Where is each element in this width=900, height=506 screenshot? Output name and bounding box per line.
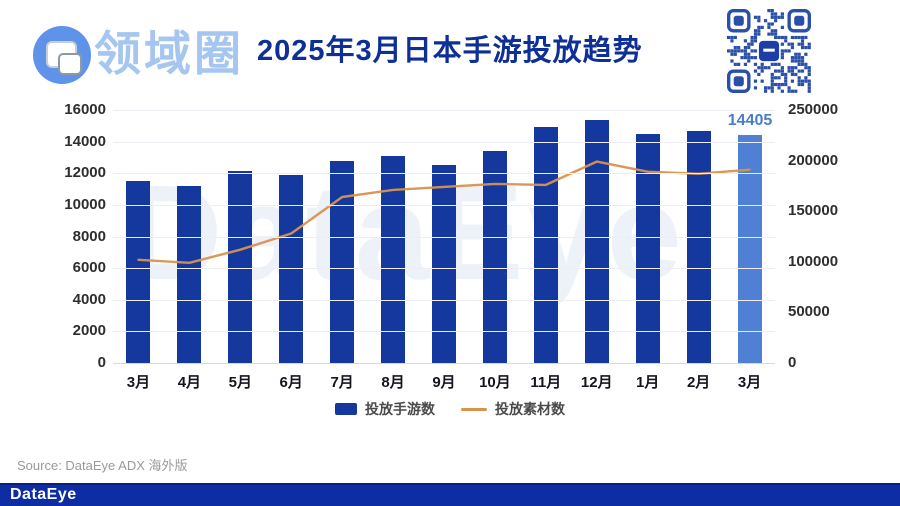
chart-bar-7月 <box>330 160 355 363</box>
y-axis-left-tick: 14000 <box>64 132 106 150</box>
y-axis-right-tick: 250000 <box>788 101 839 118</box>
highlight-value-label: 14405 <box>727 112 773 130</box>
x-axis-label: 11月 <box>530 374 562 391</box>
x-axis-label: 8月 <box>381 374 405 391</box>
legend-label-line: 投放素材数 <box>495 401 565 417</box>
chart-bar-3月 <box>737 135 762 363</box>
gridline <box>113 299 775 301</box>
gridline <box>113 141 775 143</box>
brand-logo-square-overlay-icon <box>58 53 82 75</box>
x-axis-label: 2月 <box>686 374 711 391</box>
x-axis-label: 6月 <box>279 374 303 391</box>
legend-item-line: 投放素材数 <box>461 399 565 419</box>
gridline <box>113 110 775 111</box>
y-axis-left-tick: 12000 <box>64 164 106 182</box>
trend-chart: DataEye 0 2000 4000 6000 8000 10000 12000 14000… <box>0 101 900 391</box>
x-axis-label: 3月 <box>737 374 762 391</box>
source-note: Source: DataEye ADX 海外版 <box>17 458 188 473</box>
y-axis-left-tick: 8000 <box>72 227 106 245</box>
chart-bar-11月 <box>533 126 558 363</box>
qr-code-icon <box>727 9 811 93</box>
line-swatch-icon <box>461 407 487 411</box>
gridline <box>113 204 775 206</box>
x-axis-label: 3月 <box>126 374 151 391</box>
plot-area: 14405 <box>113 110 775 364</box>
y-axis-right-tick: 150000 <box>788 202 839 220</box>
y-axis-right-tick: 50000 <box>788 303 830 321</box>
legend-label-bar: 投放手游数 <box>365 401 435 417</box>
y-axis-left-tick: 2000 <box>72 322 106 340</box>
x-axis-label: 12月 <box>580 374 613 391</box>
x-axis-label: 10月 <box>479 374 511 391</box>
footer-brand: DataEye <box>10 486 77 503</box>
x-axis-label: 5月 <box>228 374 252 391</box>
chart-legend: 投放手游数 投放素材数 <box>0 399 900 419</box>
gridline <box>113 173 775 175</box>
brand-logo-icon <box>33 26 91 84</box>
x-axis-label: 1月 <box>636 374 660 391</box>
chart-bar-5月 <box>228 170 253 363</box>
chart-bar-4月 <box>177 185 202 363</box>
chart-bar-3月 <box>126 181 151 363</box>
chart-bar-10月 <box>482 151 507 363</box>
y-axis-right-tick: 0 <box>788 354 797 371</box>
x-axis-label: 7月 <box>330 374 354 391</box>
y-axis-left-tick: 10000 <box>64 195 106 213</box>
trend-line-svg <box>137 160 751 265</box>
bar-swatch-icon <box>335 403 357 415</box>
y-axis-left-tick: 16000 <box>64 101 106 118</box>
legend-item-bar: 投放手游数 <box>335 399 435 419</box>
chart-bar-9月 <box>432 164 456 363</box>
y-axis-right-tick: 100000 <box>788 252 839 270</box>
brand-logo-text: 领域圈 <box>94 27 244 80</box>
gridline <box>113 268 775 270</box>
gridline <box>113 331 775 333</box>
y-axis-left-tick: 6000 <box>72 259 106 277</box>
chart-bar-2月 <box>686 130 711 363</box>
y-axis-left-tick: 4000 <box>72 290 106 308</box>
x-axis-label: 4月 <box>177 374 202 391</box>
y-axis-left-tick: 0 <box>97 354 106 371</box>
x-axis-label: 9月 <box>432 374 456 391</box>
page-title: 2025年3月日本手游投放趋势 <box>257 35 643 67</box>
y-axis-right-tick: 200000 <box>788 151 839 169</box>
chart-bar-12月 <box>584 119 609 363</box>
gridline <box>113 236 775 238</box>
footer-bar: DataEye <box>0 483 900 506</box>
